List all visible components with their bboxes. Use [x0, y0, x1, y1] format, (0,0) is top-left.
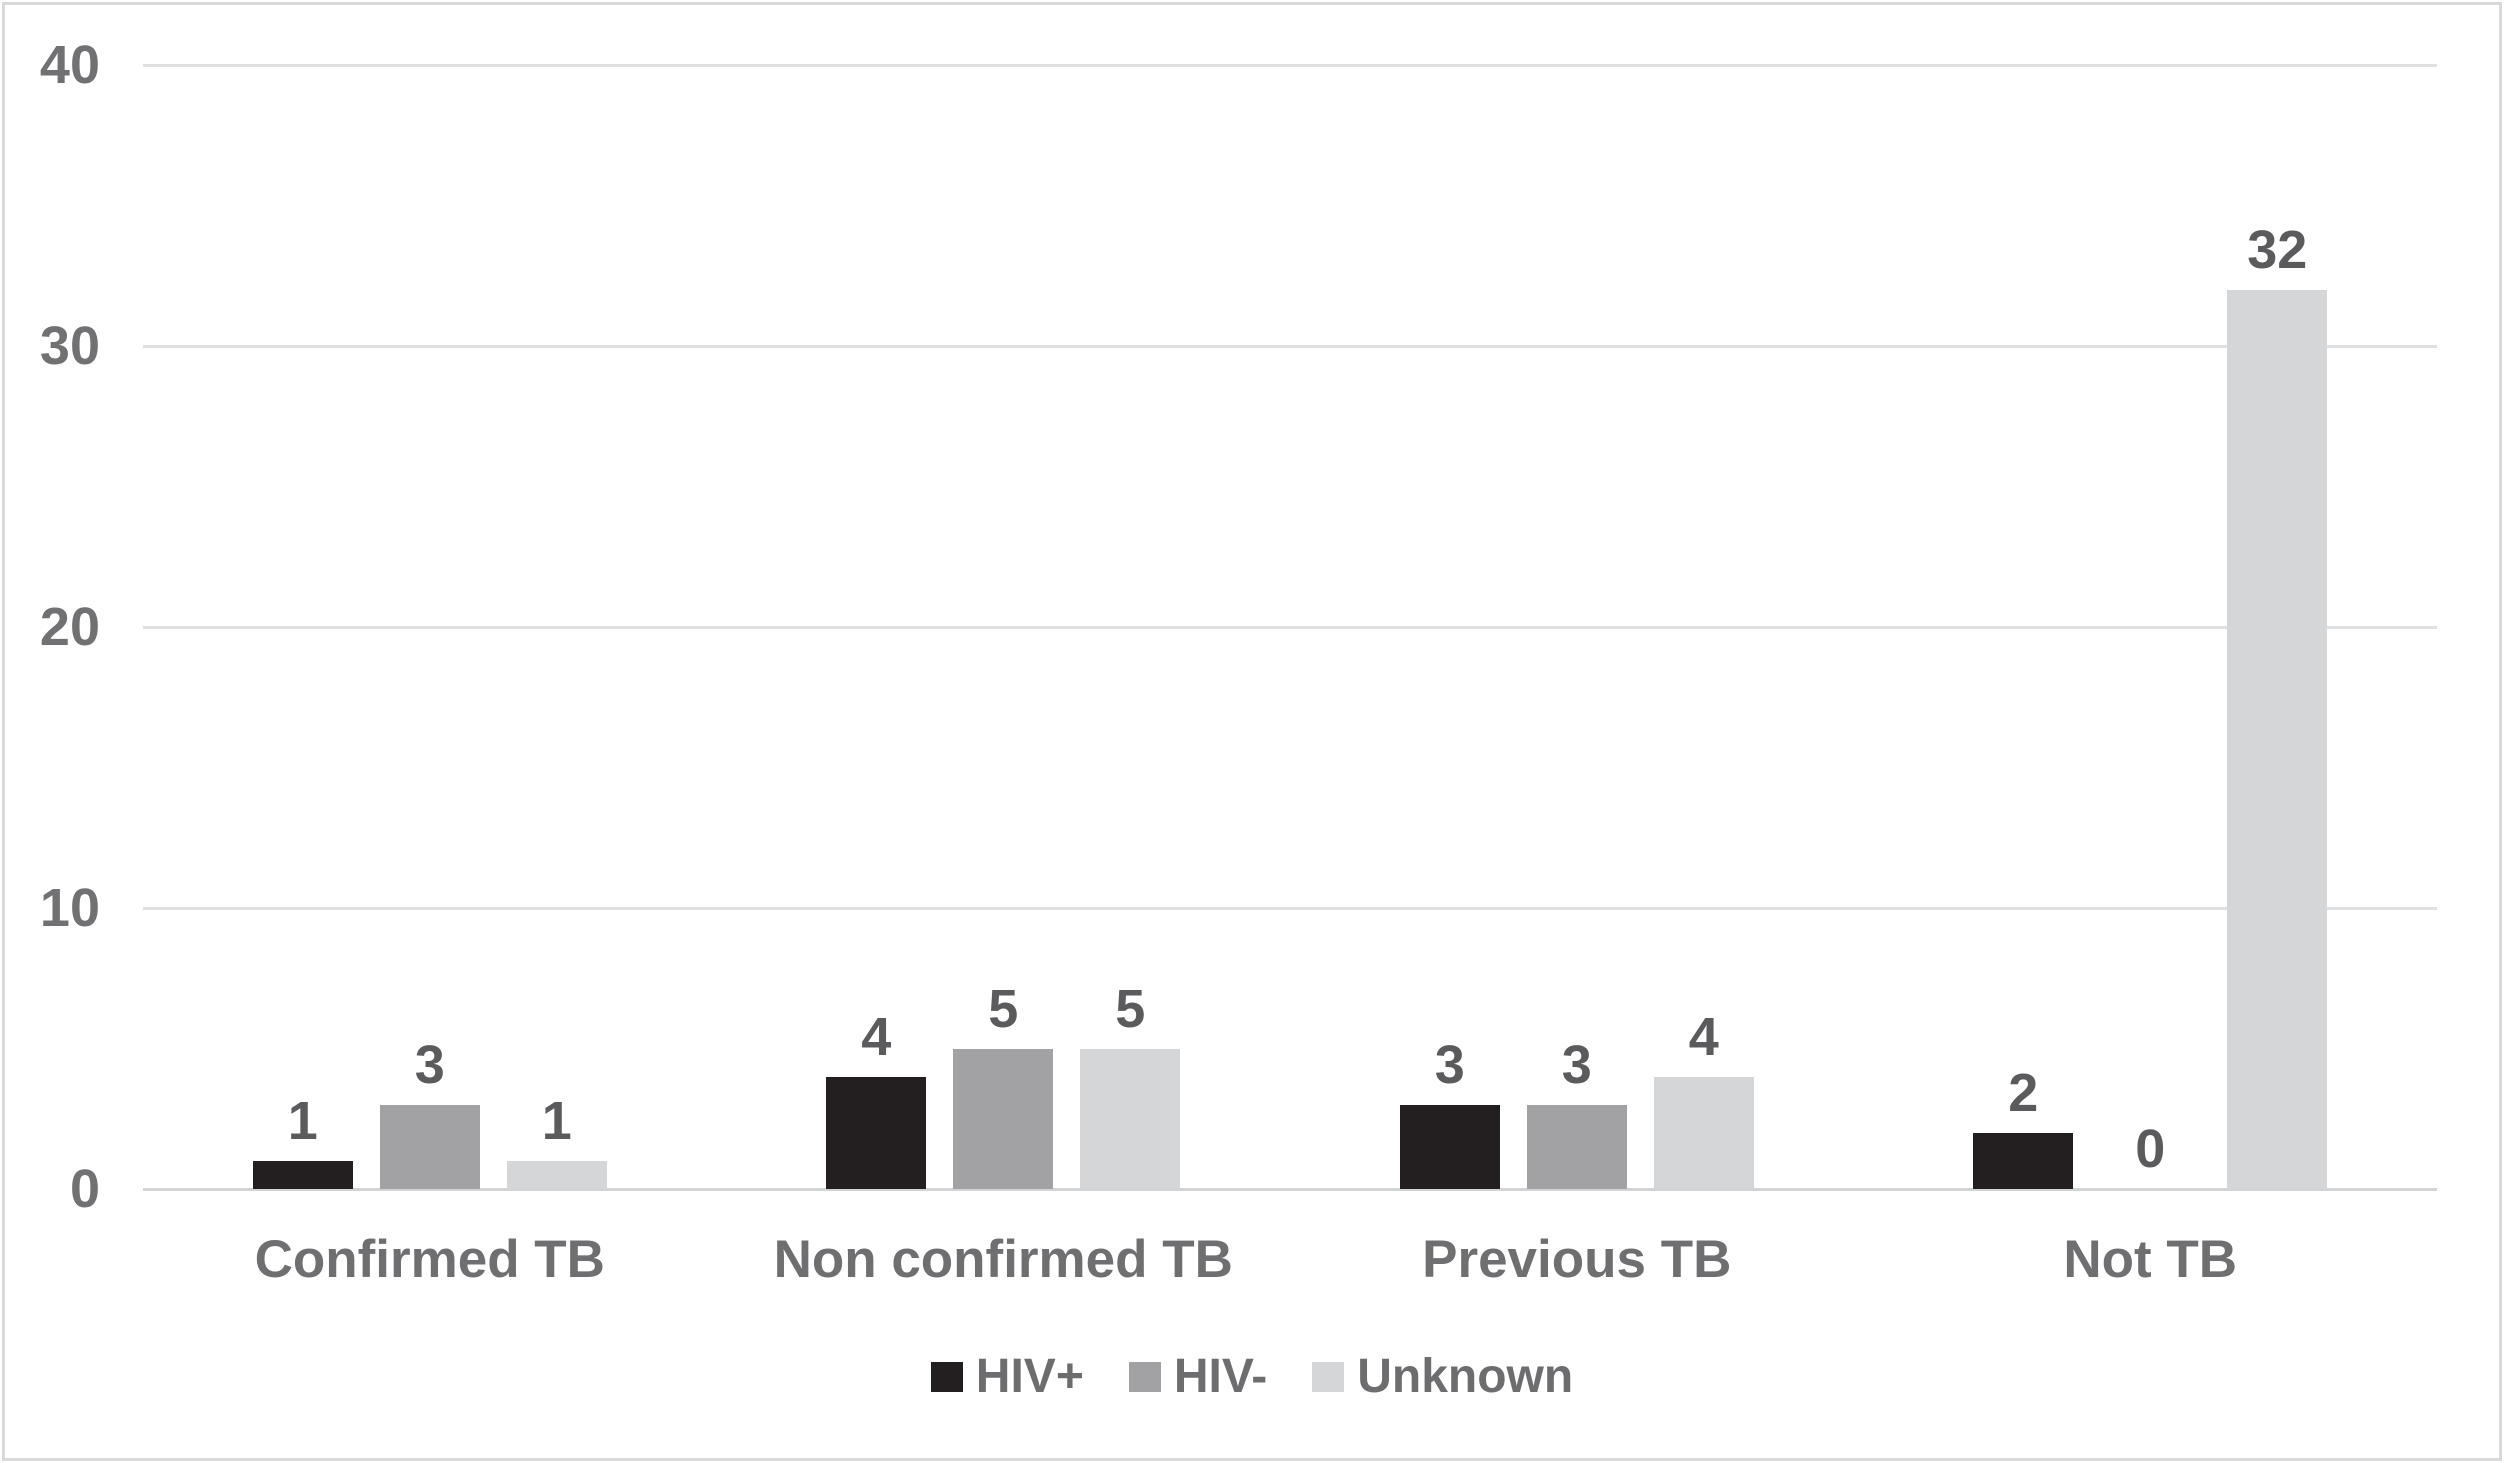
y-axis-tick-label: 10 — [39, 878, 100, 938]
x-axis-category-label-not-tb: Not TB — [2063, 1230, 2238, 1289]
bar-value-label: 3 — [414, 1034, 445, 1095]
bar-unknown-non-confirmed-tb — [1080, 1048, 1181, 1189]
gridline — [143, 344, 2437, 348]
legend-swatch-hiv-negative — [1128, 1362, 1161, 1392]
x-axis-category-label-non-confirmed-tb: Non confirmed TB — [773, 1230, 1233, 1289]
y-axis-tick-label: 40 — [39, 35, 100, 95]
bar-value-label: 3 — [1561, 1034, 1592, 1095]
x-axis-category-label-previous-tb: Previous TB — [1422, 1230, 1732, 1289]
bar-value-label: 32 — [2247, 219, 2308, 280]
legend-item-hiv-negative: HIV- — [1128, 1350, 1268, 1403]
bar-unknown-confirmed-tb — [506, 1160, 607, 1189]
bar-hiv-negative-confirmed-tb — [379, 1104, 480, 1189]
bar-value-label: 5 — [988, 978, 1019, 1039]
legend-item-hiv-positive: HIV+ — [930, 1350, 1084, 1403]
y-axis-tick-label: 0 — [69, 1159, 100, 1219]
bar-value-label: 2 — [2008, 1062, 2039, 1123]
bar-value-label: 0 — [2135, 1119, 2166, 1179]
bar-hiv-negative-non-confirmed-tb — [953, 1048, 1054, 1189]
y-axis-tick-label: 20 — [39, 597, 100, 657]
legend-label-hiv-positive: HIV+ — [975, 1350, 1084, 1403]
legend-swatch-hiv-positive — [930, 1362, 963, 1392]
legend-label-hiv-negative: HIV- — [1173, 1350, 1268, 1403]
gridline — [143, 906, 2437, 910]
bar-value-label: 1 — [541, 1090, 572, 1151]
legend-label-unknown: Unknown — [1357, 1350, 1574, 1403]
bar-unknown-not-tb — [2227, 289, 2328, 1189]
y-axis-tick-label: 30 — [39, 316, 100, 376]
gridline — [143, 625, 2437, 629]
bar-value-label: 4 — [1688, 1006, 1719, 1067]
bar-hiv-positive-not-tb — [1973, 1132, 2074, 1189]
x-axis-line — [143, 1187, 2437, 1191]
bar-value-label: 4 — [861, 1006, 892, 1067]
bar-hiv-positive-non-confirmed-tb — [826, 1076, 927, 1189]
bar-value-label: 1 — [287, 1090, 318, 1151]
bar-hiv-positive-confirmed-tb — [252, 1160, 353, 1189]
gridline — [143, 63, 2437, 67]
bar-unknown-previous-tb — [1653, 1076, 1754, 1189]
bar-value-label: 5 — [1115, 978, 1146, 1039]
bar-hiv-negative-previous-tb — [1526, 1104, 1627, 1189]
bar-hiv-positive-previous-tb — [1399, 1104, 1500, 1189]
legend: HIV+ HIV- Unknown — [0, 1347, 2504, 1407]
legend-swatch-unknown — [1312, 1362, 1345, 1392]
legend-item-unknown: Unknown — [1312, 1351, 1573, 1403]
x-axis-category-label-confirmed-tb: Confirmed TB — [254, 1230, 605, 1289]
bar-value-label: 3 — [1434, 1034, 1465, 1095]
